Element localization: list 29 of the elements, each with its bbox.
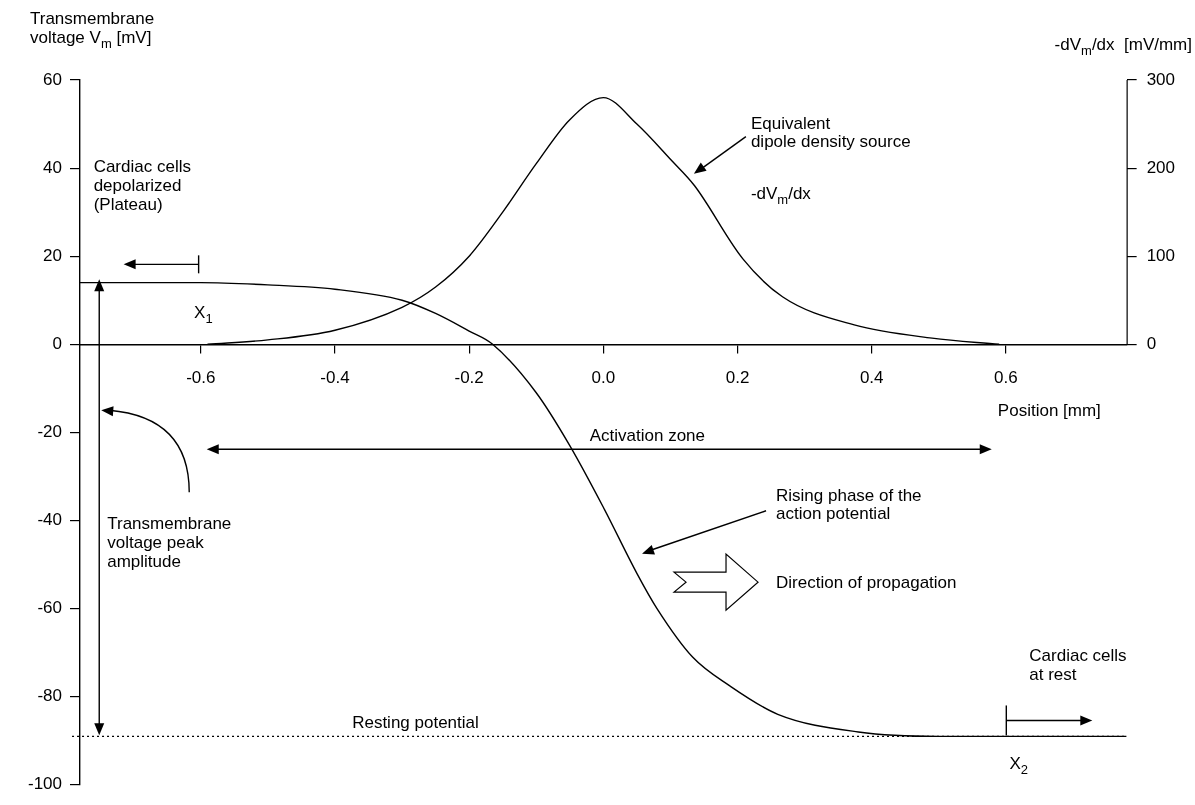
ref-line-label: Resting potential	[352, 713, 479, 733]
annotation: Transmembrane voltage peak amplitude	[107, 514, 232, 571]
x-tick-label: -0.2	[454, 368, 484, 388]
y-tick-label: -40	[37, 510, 63, 530]
annotation: Direction of propagation	[776, 573, 957, 593]
y-tick-label: -20	[37, 422, 63, 442]
y2-tick-label: 300	[1146, 69, 1176, 89]
y-tick-label: 60	[43, 69, 63, 89]
y-tick-label: 40	[43, 157, 63, 177]
x-tick-label: -0.4	[320, 368, 350, 388]
y-tick-label: -80	[37, 686, 63, 706]
x-axis-title: Position [mm]	[997, 401, 1101, 421]
y-tick-label: -60	[37, 598, 63, 618]
y2-tick-label: 200	[1146, 157, 1176, 177]
y-tick-label: -100	[27, 774, 63, 794]
x-tick-label: 0.6	[994, 368, 1018, 388]
annotation: Cardiac cells at rest	[1029, 646, 1127, 685]
annotation: Cardiac cells depolarized (Plateau)	[93, 157, 191, 214]
y-tick-label: 20	[43, 245, 63, 265]
annotation: Activation zone	[589, 426, 706, 446]
x-tick-label: 0.0	[591, 368, 616, 388]
x-tick-label: 0.4	[859, 368, 884, 388]
y2-tick-label: 0	[1146, 333, 1157, 353]
annotation: Equivalent dipole density source	[750, 113, 911, 152]
y-tick-label: 0	[52, 333, 63, 353]
annotation: Rising phase of the action potential	[776, 485, 922, 524]
y2-tick-label: 100	[1146, 245, 1176, 265]
x-tick-label: 0.2	[725, 368, 750, 388]
x-tick-label: -0.6	[186, 368, 216, 388]
